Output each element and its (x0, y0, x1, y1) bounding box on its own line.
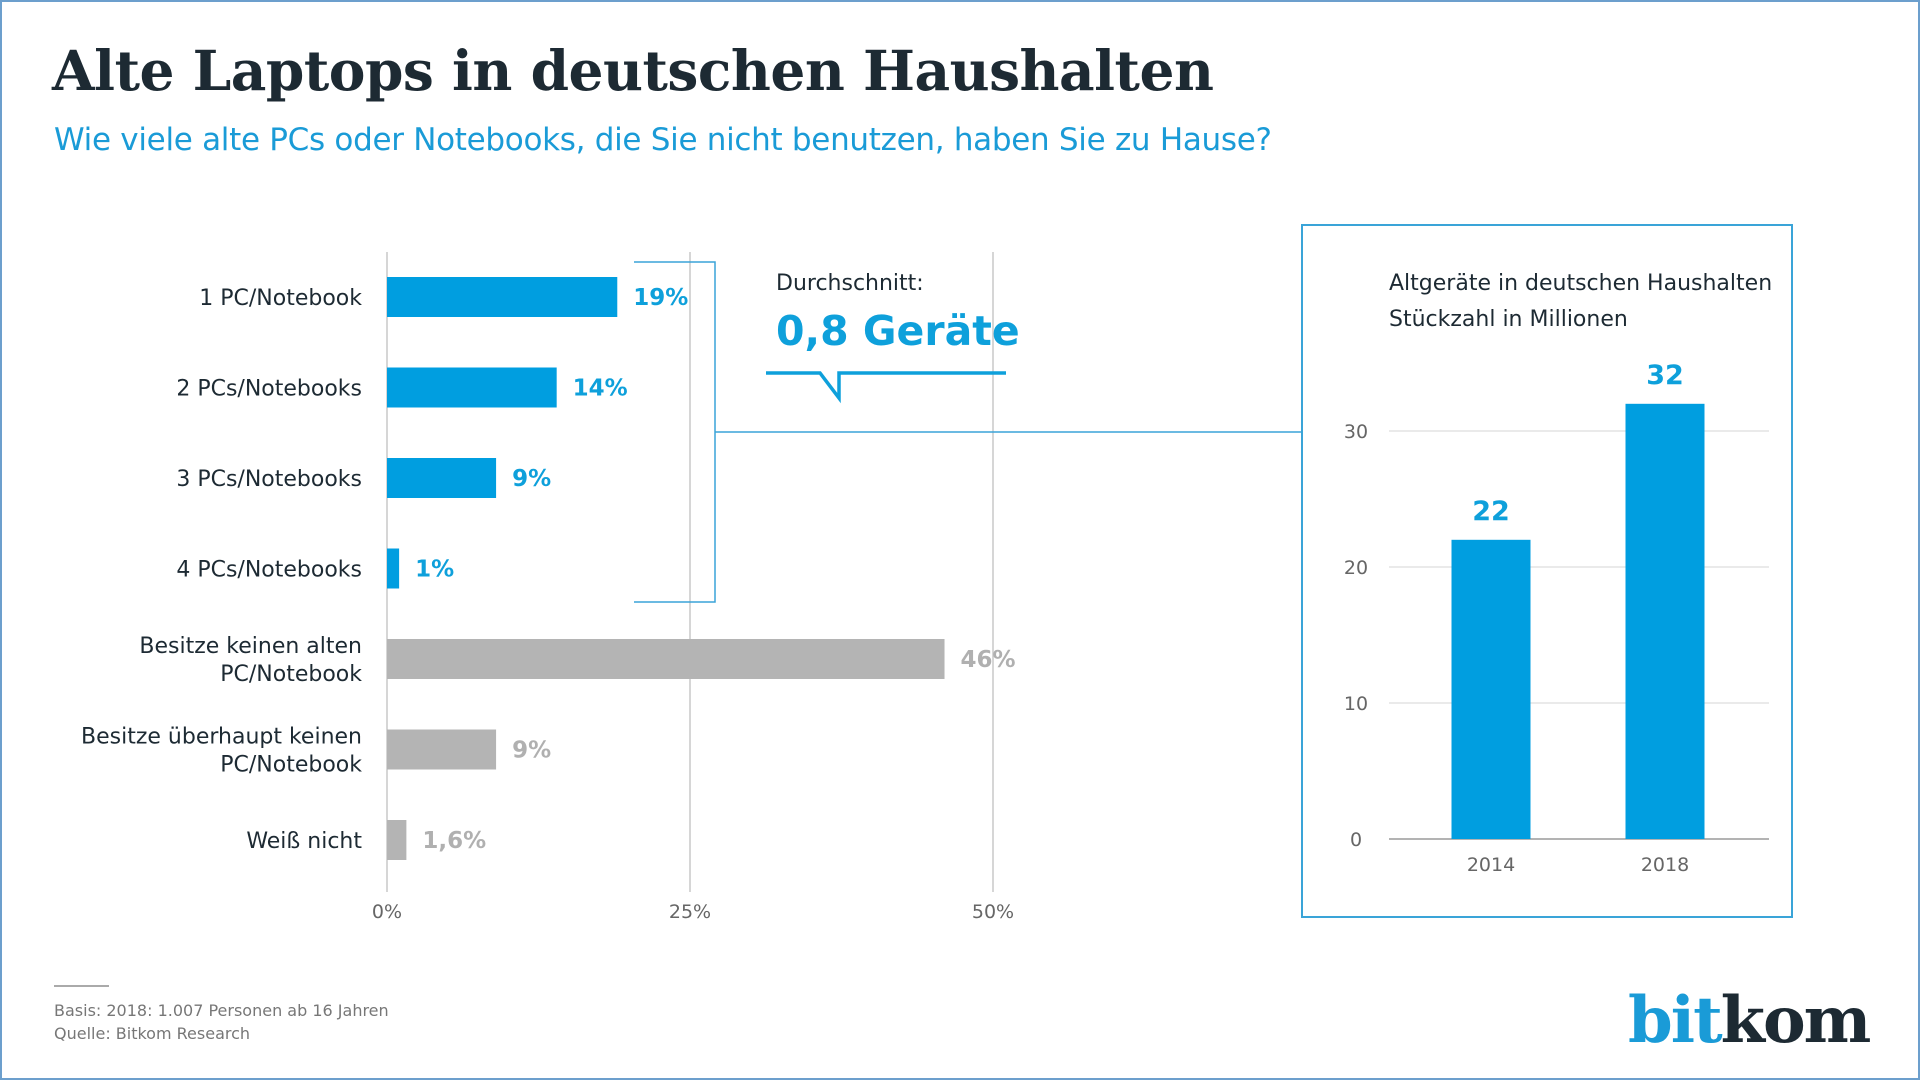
bar-2 (387, 367, 557, 408)
value-label: 1,6% (422, 828, 486, 854)
x-category-label: 2014 (1467, 854, 1515, 876)
right-chart-subtitle: Stückzahl in Millionen (1389, 307, 1628, 332)
chart-subtitle: Wie viele alte PCs oder Notebooks, die S… (54, 122, 1272, 158)
left-chart-x-ticks: 0% 25% 50% (372, 901, 1014, 923)
y-tick-label: 10 (1344, 693, 1368, 715)
right-chart-box (1301, 224, 1793, 918)
y-tick-label: 30 (1344, 421, 1368, 443)
footer-divider (54, 985, 109, 987)
left-chart-category-labels: 1 PC/Notebook 2 PCs/Notebooks 3 PCs/Notebo… (81, 286, 362, 854)
average-value: 0,8 Geräte (776, 307, 1020, 355)
bar-5 (387, 639, 945, 679)
value-label: 46% (961, 647, 1016, 673)
x-tick-label: 0% (372, 901, 402, 923)
bar-7 (387, 820, 407, 860)
logo-part-bit: bit (1628, 983, 1723, 1058)
value-label: 9% (512, 738, 551, 764)
left-chart-bars (387, 277, 945, 860)
footer-basis: Basis: 2018: 1.007 Personen ab 16 Jahren (54, 1001, 389, 1020)
chart-title: Alte Laptops in deutschen Haushalten (52, 38, 1214, 103)
right-chart-title: Altgeräte in deutschen Haushalten (1389, 271, 1772, 296)
bracket-connector (634, 261, 716, 603)
logo-part-kom: kom (1720, 983, 1872, 1058)
value-label: 1% (415, 557, 454, 583)
category-label: Besitze überhaupt keinen PC/Notebook (81, 725, 362, 778)
y-tick-label: 0 (1350, 829, 1362, 851)
x-tick-label: 50% (972, 901, 1014, 923)
value-label: 22 (1472, 496, 1510, 527)
footer-source: Quelle: Bitkom Research (54, 1024, 251, 1043)
footer-notes: Basis: 2018: 1.007 Personen ab 16 Jahren… (54, 999, 389, 1045)
category-label: 2 PCs/Notebooks (176, 377, 362, 402)
bar-1 (387, 277, 618, 317)
category-label: 4 PCs/Notebooks (176, 558, 362, 583)
y-tick-label: 20 (1344, 557, 1368, 579)
bar-2018 (1625, 403, 1705, 839)
bitkom-logo: bitkom (1628, 983, 1872, 1058)
category-label: Weiß nicht (246, 829, 362, 854)
right-chart-bars: 22 2014 32 2018 (1451, 360, 1705, 876)
value-label: 19% (633, 285, 688, 311)
right-chart-gridlines: 0 10 20 30 (1344, 421, 1769, 851)
bar-6 (387, 729, 497, 770)
value-label: 14% (573, 376, 628, 402)
x-tick-label: 25% (669, 901, 711, 923)
category-label: Besitze keinen alten PC/Notebook (139, 634, 362, 687)
bar-3 (387, 458, 497, 498)
value-label: 32 (1646, 360, 1684, 391)
average-heading: Durchschnitt: (776, 271, 924, 296)
value-label: 9% (512, 466, 551, 492)
bar-2014 (1451, 539, 1531, 839)
callout-speech-pointer (766, 371, 1006, 404)
category-label: 1 PC/Notebook (199, 286, 362, 311)
category-label: 3 PCs/Notebooks (176, 467, 362, 492)
left-chart-value-labels: 19% 14% 9% 1% 46% 9% 1,6% (415, 285, 1015, 854)
bar-4 (387, 548, 400, 589)
x-category-label: 2018 (1641, 854, 1689, 876)
